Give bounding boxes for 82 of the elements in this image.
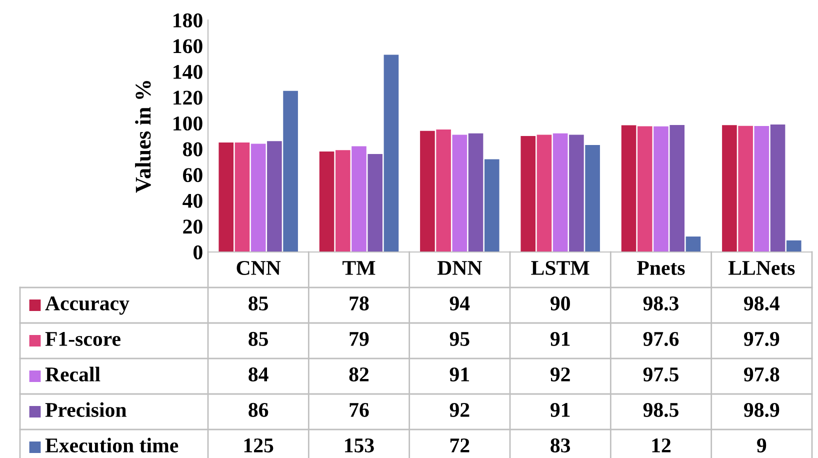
data-label: 98.4: [744, 296, 780, 311]
data-label: 91: [450, 367, 470, 382]
x-tick-label: LSTM: [531, 260, 590, 275]
bar: [670, 125, 685, 252]
bar: [484, 159, 500, 252]
legend-label: F1-score: [45, 332, 120, 346]
legend-label: Recall: [45, 366, 100, 382]
bar: [368, 154, 383, 252]
data-label: 97.5: [643, 367, 678, 382]
data-label: 153: [345, 438, 374, 452]
data-label: 98.5: [643, 402, 678, 418]
data-label: 98.9: [744, 402, 780, 418]
data-label: 94: [450, 296, 470, 310]
data-label: 82: [349, 367, 369, 382]
bar: [585, 145, 600, 252]
data-label: 9: [757, 438, 766, 452]
data-label: 85: [248, 332, 268, 346]
data-label: 97.9: [744, 332, 780, 346]
data-label: 125: [244, 438, 274, 452]
bar: [520, 136, 536, 252]
data-label: 98.3: [643, 296, 679, 311]
y-axis-title: Values in %: [135, 81, 151, 193]
bar: [786, 240, 802, 252]
bar: [335, 150, 350, 252]
bar: [283, 90, 298, 252]
legend-label: Accuracy: [45, 296, 130, 315]
bar: [436, 130, 451, 252]
data-label: 85: [248, 296, 268, 310]
data-label: 97.8: [744, 367, 780, 382]
bar: [621, 125, 636, 252]
legend-label: Precision: [45, 402, 126, 417]
bar: [384, 54, 399, 252]
x-tick-label: DNN: [437, 261, 482, 275]
data-label: 92: [450, 402, 470, 417]
data-label: 91: [550, 332, 570, 346]
y-tick-label: 180: [174, 13, 202, 28]
bar: [754, 126, 770, 252]
data-label: 76: [350, 402, 369, 417]
data-label: 84: [248, 367, 268, 382]
bar: [234, 142, 250, 252]
y-tick-label: 60: [183, 168, 202, 182]
data-label: 91: [550, 402, 570, 417]
data-label: 97.6: [643, 332, 679, 346]
data-label: 72: [450, 438, 470, 452]
data-label: 92: [550, 367, 570, 382]
bar: [267, 141, 282, 252]
bar: [552, 133, 568, 252]
y-tick-label: 140: [174, 64, 202, 79]
x-tick-label: CNN: [236, 260, 281, 275]
x-tick-label: LLNets: [728, 261, 795, 275]
data-label: 90: [550, 296, 570, 310]
bar: [420, 130, 435, 252]
bar: [468, 133, 484, 252]
bar: [738, 126, 753, 252]
y-tick-label: 20: [183, 220, 202, 234]
y-tick-label: 120: [174, 90, 202, 105]
data-label: 12: [652, 438, 671, 452]
bar: [654, 126, 668, 252]
x-tick-label: TM: [342, 261, 376, 275]
legend-label: Execution time: [45, 438, 178, 453]
x-tick-label: Pnets: [637, 261, 685, 275]
y-tick-label: 80: [183, 142, 202, 156]
bar: [770, 124, 786, 252]
bar: [452, 134, 468, 252]
bar: [569, 134, 584, 252]
bar: [722, 125, 737, 252]
bar: [536, 134, 552, 252]
y-tick-label: 0: [194, 245, 202, 260]
bar: [250, 144, 266, 252]
y-tick-label: 100: [174, 116, 202, 131]
y-tick-label: 160: [174, 39, 202, 54]
bar: [319, 151, 334, 252]
bar: [218, 142, 234, 252]
data-label: 78: [350, 296, 369, 310]
data-label: 95: [450, 332, 470, 346]
data-label: 83: [550, 438, 570, 452]
data-label: 86: [248, 402, 268, 417]
bar: [637, 126, 652, 252]
bar: [686, 236, 701, 252]
data-label: 79: [350, 332, 369, 346]
bar: [352, 146, 366, 252]
y-tick-label: 40: [182, 194, 202, 208]
